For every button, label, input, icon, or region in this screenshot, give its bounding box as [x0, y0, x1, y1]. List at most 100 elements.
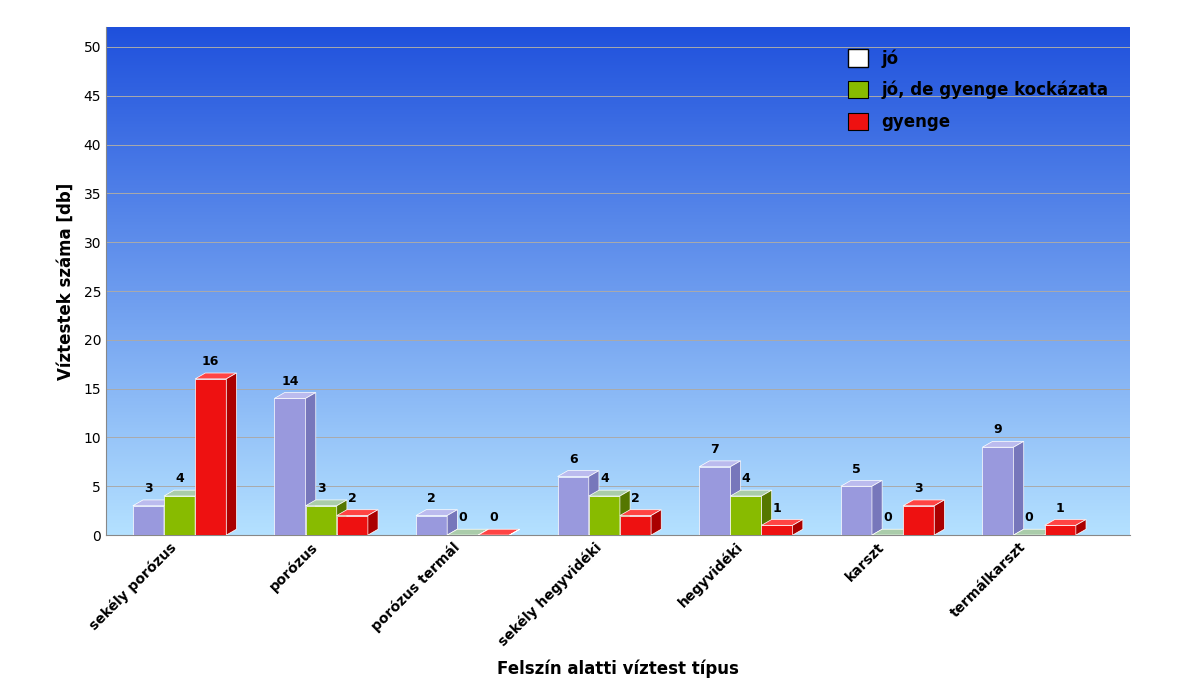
Bar [106, 70, 1130, 71]
Bar [106, 154, 1130, 156]
Polygon shape [792, 519, 803, 535]
Polygon shape [415, 516, 447, 535]
Polygon shape [762, 519, 803, 525]
Text: 4: 4 [742, 472, 750, 485]
Polygon shape [195, 490, 205, 535]
Bar [106, 117, 1130, 119]
Bar [106, 413, 1130, 415]
Bar [106, 119, 1130, 121]
Bar [106, 121, 1130, 122]
Polygon shape [164, 490, 205, 496]
Bar [106, 503, 1130, 505]
Bar [106, 520, 1130, 521]
Polygon shape [1076, 519, 1086, 535]
Polygon shape [840, 486, 872, 535]
Bar [106, 129, 1130, 130]
Bar [106, 518, 1130, 520]
Bar [106, 427, 1130, 429]
Polygon shape [731, 529, 772, 535]
Bar [106, 381, 1130, 383]
Polygon shape [164, 529, 205, 535]
Bar [106, 67, 1130, 68]
Text: 3: 3 [915, 482, 923, 495]
Bar [106, 308, 1130, 310]
Bar [106, 204, 1130, 205]
Polygon shape [588, 490, 630, 496]
Text: 6: 6 [568, 453, 578, 466]
Bar [106, 501, 1130, 503]
Text: 4: 4 [600, 472, 609, 485]
Bar [106, 486, 1130, 488]
Bar [106, 105, 1130, 107]
Bar [106, 224, 1130, 226]
Bar [106, 213, 1130, 215]
Bar [106, 48, 1130, 49]
Polygon shape [872, 480, 882, 535]
Bar [106, 408, 1130, 410]
Text: 16: 16 [202, 355, 219, 368]
Bar [106, 209, 1130, 210]
Bar [106, 126, 1130, 128]
Bar [106, 410, 1130, 412]
Bar [106, 310, 1130, 311]
Bar [106, 322, 1130, 324]
Bar [106, 458, 1130, 459]
Bar [106, 85, 1130, 86]
Polygon shape [983, 529, 1024, 535]
Bar [106, 60, 1130, 61]
Bar [106, 527, 1130, 528]
Bar [106, 444, 1130, 445]
Bar [106, 438, 1130, 440]
Bar [106, 327, 1130, 329]
Bar [106, 425, 1130, 427]
Bar [106, 271, 1130, 273]
Bar [106, 257, 1130, 259]
Bar [106, 222, 1130, 224]
Polygon shape [699, 461, 740, 466]
Bar [106, 372, 1130, 375]
Polygon shape [368, 510, 378, 535]
Polygon shape [872, 529, 913, 535]
Bar [106, 234, 1130, 235]
Polygon shape [1045, 529, 1086, 535]
Polygon shape [337, 529, 378, 535]
Bar [106, 386, 1130, 388]
Polygon shape [306, 392, 315, 535]
Bar [106, 476, 1130, 477]
Polygon shape [620, 510, 661, 516]
Bar [106, 86, 1130, 88]
Bar [106, 477, 1130, 480]
Bar [106, 315, 1130, 317]
Bar [106, 107, 1130, 108]
Bar [106, 64, 1130, 67]
Bar [106, 300, 1130, 302]
Text: 4: 4 [175, 472, 184, 485]
Bar [106, 136, 1130, 137]
Polygon shape [274, 529, 315, 535]
Bar [106, 445, 1130, 447]
Bar [106, 331, 1130, 332]
Bar [106, 493, 1130, 495]
Bar [106, 356, 1130, 357]
Bar [106, 318, 1130, 320]
Bar [106, 483, 1130, 484]
Bar [106, 286, 1130, 288]
Polygon shape [620, 529, 661, 535]
Bar [106, 530, 1130, 532]
Bar [106, 471, 1130, 473]
Bar [106, 61, 1130, 63]
Bar [106, 274, 1130, 276]
Bar [106, 437, 1130, 438]
Bar [106, 273, 1130, 274]
Bar [106, 200, 1130, 202]
Bar [106, 151, 1130, 153]
Bar [106, 264, 1130, 266]
Bar [106, 353, 1130, 354]
Bar [106, 166, 1130, 168]
Text: 2: 2 [348, 492, 357, 505]
Bar [106, 34, 1130, 36]
Bar [106, 144, 1130, 146]
Text: 0: 0 [1025, 511, 1033, 524]
Bar [106, 53, 1130, 54]
Bar [106, 442, 1130, 444]
